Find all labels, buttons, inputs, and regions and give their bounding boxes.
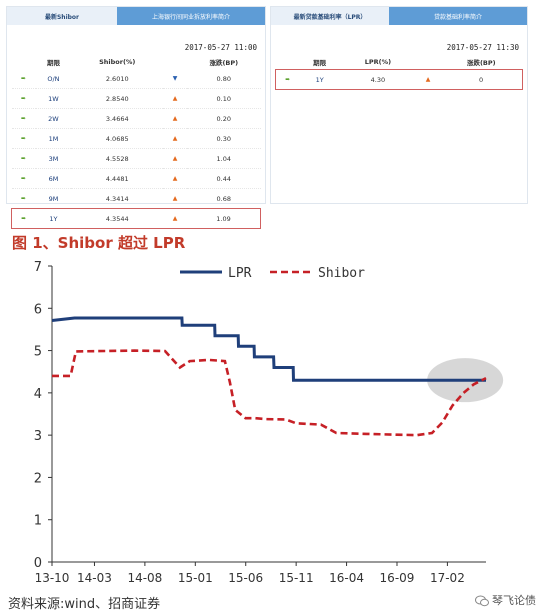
col-change: 涨跌(BP) (209, 59, 239, 67)
up-triangle-icon: ▲ (163, 188, 188, 209)
up-triangle-icon: ▲ (163, 108, 188, 129)
row-arrow-icon: ➨ (11, 148, 36, 169)
x-tick-label: 14-08 (127, 571, 162, 585)
col-rate: Shibor(%) (99, 58, 136, 66)
legend-label-lpr: LPR (228, 266, 252, 281)
figure-title: 图 1、Shibor 超过 LPR (12, 234, 186, 252)
x-tick-label: 16-04 (329, 571, 364, 585)
row-change: 0 (440, 69, 524, 90)
up-triangle-icon: ▲ (163, 88, 188, 109)
series-line-shibor (52, 349, 487, 437)
brand: 琴飞论债 (474, 592, 536, 608)
shibor-timestamp: 2017-05-27 11:00 (184, 43, 257, 52)
col-term: 期限 (313, 59, 327, 67)
table-row: ➨ O/N 2.6010 ▼ 0.80 (11, 69, 261, 89)
row-term: 2W (35, 108, 72, 129)
lpr-panel: 最新贷款基础利率（LPR） 贷款基础利率简介 2017-05-27 11:30 … (270, 6, 528, 204)
lpr-timestamp: 2017-05-27 11:30 (446, 43, 519, 52)
row-change: 0.68 (187, 188, 261, 209)
up-triangle-icon: ▲ (163, 148, 188, 169)
row-term: 1W (35, 88, 72, 109)
shibor-lpr-chart: 0 1 2 3 4 5 6 7 13-10 14-03 14-08 15-01 15-06 15-11 16… (34, 260, 504, 585)
row-change: 0.30 (187, 128, 261, 149)
down-triangle-icon: ▼ (163, 69, 188, 89)
table-row: ➨ 1Y 4.3544 ▲ 1.09 (11, 208, 262, 229)
shibor-panel: 最新Shibor 上海银行间同业拆放利率简介 2017-05-27 11:00 … (6, 6, 266, 229)
row-rate: 4.3414 (71, 188, 164, 209)
x-tick-label: 15-11 (279, 571, 314, 585)
row-arrow-icon: ➨ (11, 168, 36, 189)
row-arrow-icon: ➨ (11, 188, 36, 209)
row-rate: 2.6010 (71, 69, 164, 89)
col-rate: LPR(%) (364, 58, 392, 66)
y-tick-label: 7 (34, 260, 42, 275)
up-triangle-icon: ▲ (163, 168, 188, 189)
up-triangle-icon: ▲ (163, 208, 188, 229)
wechat-icon (474, 595, 489, 607)
y-tick-label: 1 (34, 514, 42, 529)
row-change: 1.09 (187, 208, 262, 229)
row-term: 1Y (35, 208, 72, 229)
lpr-table: 期限 LPR(%) 涨跌(BP) ➨ 1Y 4.30 ▲ 0 (275, 55, 524, 90)
x-tick-label: 16-09 (380, 571, 415, 585)
table-row: ➨ 1W 2.8540 ▲ 0.10 (11, 88, 261, 109)
row-term: O/N (35, 69, 72, 89)
y-tick-label: 2 (34, 471, 42, 486)
table-row: ➨ 1Y 4.30 ▲ 0 (275, 69, 524, 90)
shibor-tabs: 最新Shibor 上海银行间同业拆放利率简介 (7, 7, 265, 25)
row-term: 1Y (299, 69, 340, 90)
table-row: ➨ 2W 3.4664 ▲ 0.20 (11, 108, 261, 129)
lpr-tabs: 最新贷款基础利率（LPR） 贷款基础利率简介 (271, 7, 527, 25)
up-triangle-icon: ▲ (163, 128, 188, 149)
row-term: 9M (35, 188, 72, 209)
tab-shibor-intro[interactable]: 上海银行间同业拆放利率简介 (117, 7, 265, 25)
row-term: 1M (35, 128, 72, 149)
col-term: 期限 (46, 59, 60, 67)
tab-latest-lpr[interactable]: 最新贷款基础利率（LPR） (271, 7, 389, 25)
y-tick-label: 5 (34, 345, 42, 360)
up-triangle-icon: ▲ (416, 69, 441, 90)
table-row: ➨ 9M 4.3414 ▲ 0.68 (11, 188, 261, 209)
tab-lpr-intro[interactable]: 贷款基础利率简介 (389, 7, 527, 25)
tab-latest-shibor[interactable]: 最新Shibor (7, 7, 117, 25)
row-change: 0.20 (187, 108, 261, 129)
row-arrow-icon: ➨ (11, 108, 36, 129)
row-term: 3M (35, 148, 72, 169)
row-arrow-icon: ➨ (275, 69, 300, 90)
shibor-table: 期限 Shibor(%) 涨跌(BP) ➨ O/N 2.6010 ▼ 0.80 ➨ 1W 2.… (11, 55, 262, 229)
row-rate: 3.4664 (71, 108, 164, 129)
row-change: 1.04 (187, 148, 261, 169)
row-arrow-icon: ➨ (11, 69, 36, 89)
row-rate: 4.4481 (71, 168, 164, 189)
row-rate: 4.3544 (71, 208, 164, 229)
source-note: 资料来源:wind、招商证券 (8, 597, 161, 612)
table-row: ➨ 6M 4.4481 ▲ 0.44 (11, 168, 261, 189)
y-tick-label: 0 (34, 556, 42, 571)
row-change: 0.10 (187, 88, 261, 109)
row-rate: 4.0685 (71, 128, 164, 149)
col-change: 涨跌(BP) (466, 59, 496, 67)
row-term: 6M (35, 168, 72, 189)
row-arrow-icon: ➨ (11, 88, 36, 109)
row-rate: 2.8540 (71, 88, 164, 109)
x-tick-label: 15-06 (228, 571, 263, 585)
row-arrow-icon: ➨ (11, 208, 36, 229)
brand-name: 琴飞论债 (492, 594, 536, 607)
y-tick-label: 6 (34, 302, 42, 317)
table-row: ➨ 1M 4.0685 ▲ 0.30 (11, 128, 261, 149)
row-change: 0.44 (187, 168, 261, 189)
row-rate: 4.5528 (71, 148, 164, 169)
legend-label-shibor: Shibor (318, 266, 365, 281)
x-tick-label: 15-01 (178, 571, 213, 585)
x-tick-label: 14-03 (77, 571, 112, 585)
row-rate: 4.30 (339, 69, 417, 90)
row-arrow-icon: ➨ (11, 128, 36, 149)
x-tick-label: 13-10 (35, 571, 70, 585)
y-tick-label: 4 (34, 387, 42, 402)
table-row: ➨ 3M 4.5528 ▲ 1.04 (11, 148, 261, 169)
x-tick-label: 17-02 (430, 571, 465, 585)
y-tick-label: 3 (34, 429, 42, 444)
series-line-lpr (51, 316, 486, 382)
row-change: 0.80 (187, 69, 261, 89)
